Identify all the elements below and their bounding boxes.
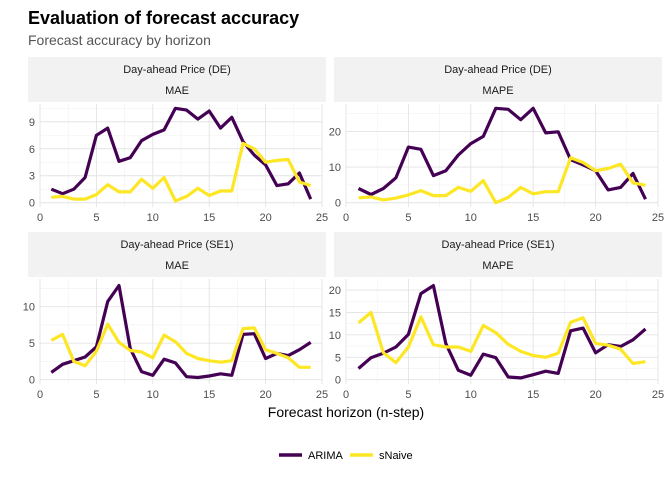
- y-tick-label: 10: [329, 162, 341, 174]
- y-tick-label: 5: [335, 352, 341, 364]
- panel-4: Day-ahead Price (SE1) MAPE 0 5 10 15 20 25 0 5 10 1…: [329, 232, 664, 401]
- x-tick-label: 0: [343, 389, 349, 401]
- x-tick-label: 25: [652, 389, 664, 401]
- x-tick-label: 10: [147, 389, 159, 401]
- strip-label-series: Day-ahead Price (SE1): [120, 239, 233, 251]
- x-tick-label: 5: [93, 212, 99, 224]
- y-tick-label: 20: [329, 126, 341, 138]
- series-line-snaive: [358, 156, 646, 205]
- y-tick-label: 0: [29, 198, 35, 210]
- y-tick-label: 20: [329, 285, 341, 297]
- x-axis-title: Forecast horizon (n-step): [268, 404, 424, 420]
- series-line-arima: [357, 284, 647, 380]
- panel-1: Day-ahead Price (DE) MAE 0 5 10 15 20 25 0 3 6 9: [28, 57, 328, 224]
- x-tick-label: 15: [527, 212, 539, 224]
- y-tick-label: 0: [335, 198, 341, 210]
- y-tick-label: 9: [29, 117, 35, 129]
- x-tick-label: 10: [147, 212, 159, 224]
- x-tick-label: 20: [589, 212, 601, 224]
- x-tick-label: 20: [589, 389, 601, 401]
- x-tick-label: 5: [405, 212, 411, 224]
- series-line-snaive: [51, 141, 312, 203]
- strip-label-metric: MAPE: [482, 85, 513, 97]
- y-tick-label: 15: [329, 307, 341, 319]
- y-tick-label: 0: [29, 375, 35, 387]
- panel-2: Day-ahead Price (DE) MAPE 0 5 10 15 20 25 0 10 20: [329, 57, 664, 224]
- strip-label-series: Day-ahead Price (DE): [123, 64, 231, 76]
- x-tick-label: 15: [203, 389, 215, 401]
- x-tick-label: 0: [37, 212, 43, 224]
- x-tick-label: 10: [465, 389, 477, 401]
- y-tick-label: 3: [29, 171, 35, 183]
- legend-label-snaive: sNaive: [379, 450, 413, 462]
- series-line-arima: [357, 106, 647, 200]
- facet-strip: [334, 57, 662, 102]
- y-tick-label: 5: [29, 338, 35, 350]
- panel-3: Day-ahead Price (SE1) MAE 0 5 10 15 20 25 0 5 10: [23, 232, 328, 401]
- x-tick-label: 25: [316, 389, 328, 401]
- legend-label-arima: ARIMA: [308, 450, 344, 462]
- facet-strip: [28, 232, 326, 277]
- series-line-arima: [50, 106, 313, 200]
- y-tick-label: 6: [29, 144, 35, 156]
- x-tick-label: 20: [259, 389, 271, 401]
- x-tick-label: 15: [527, 389, 539, 401]
- chart-subtitle: Forecast accuracy by horizon: [28, 32, 211, 48]
- x-tick-label: 0: [343, 212, 349, 224]
- strip-label-metric: MAPE: [482, 260, 513, 272]
- facet-strip: [334, 232, 662, 277]
- x-tick-label: 5: [405, 389, 411, 401]
- x-tick-label: 5: [93, 389, 99, 401]
- strip-label-series: Day-ahead Price (DE): [444, 64, 552, 76]
- x-tick-label: 25: [652, 212, 664, 224]
- chart-title: Evaluation of forecast accuracy: [28, 8, 299, 28]
- x-tick-label: 20: [259, 212, 271, 224]
- y-tick-label: 10: [329, 330, 341, 342]
- x-tick-label: 15: [203, 212, 215, 224]
- x-tick-label: 25: [316, 212, 328, 224]
- strip-label-metric: MAE: [165, 85, 189, 97]
- x-tick-label: 10: [465, 212, 477, 224]
- series-line-snaive: [357, 310, 646, 366]
- y-tick-label: 10: [23, 302, 35, 314]
- series-line-arima: [50, 283, 312, 380]
- series-line-snaive: [50, 322, 311, 369]
- y-tick-label: 0: [335, 375, 341, 387]
- x-tick-label: 0: [37, 389, 43, 401]
- strip-label-metric: MAE: [165, 260, 189, 272]
- legend: ARIMA sNaive: [279, 450, 413, 462]
- strip-label-series: Day-ahead Price (SE1): [441, 239, 554, 251]
- facet-strip: [28, 57, 326, 102]
